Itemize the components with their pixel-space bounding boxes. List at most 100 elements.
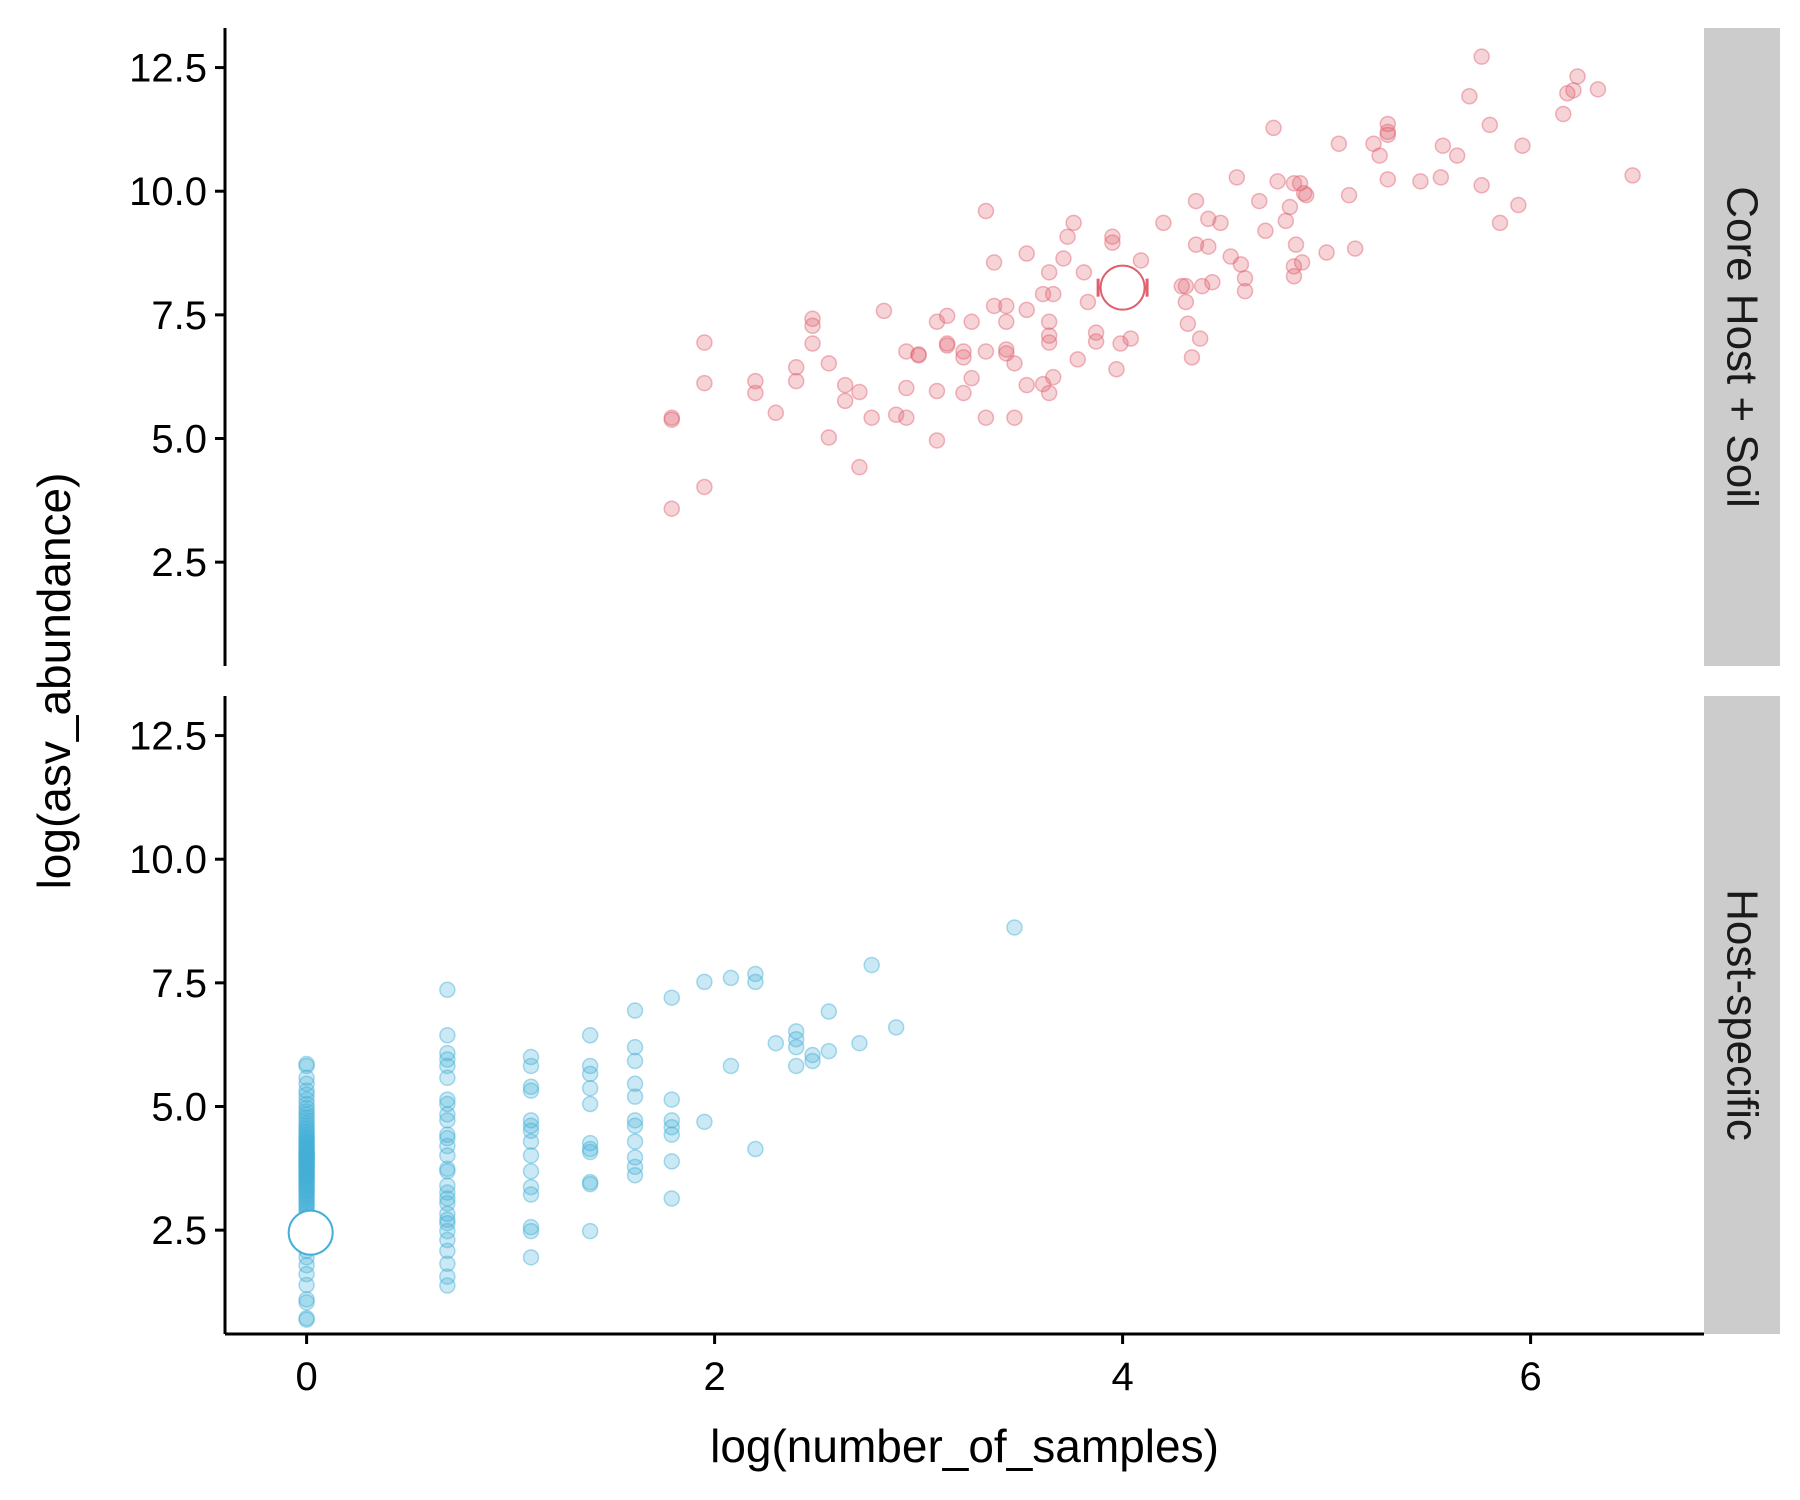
data-point — [663, 500, 681, 517]
x-tick-label: 2 — [703, 1355, 725, 1399]
data-point — [1379, 171, 1397, 188]
data-point — [298, 1276, 315, 1294]
data-point — [787, 1030, 805, 1048]
data-point — [1510, 196, 1527, 214]
data-point — [439, 1163, 456, 1180]
data-point — [1018, 245, 1035, 262]
data-point — [298, 1150, 315, 1167]
data-point — [1059, 228, 1076, 245]
data-point — [1432, 169, 1450, 186]
data-point — [298, 1177, 315, 1194]
data-point — [1006, 355, 1023, 372]
data-point — [626, 1133, 644, 1150]
data-point — [1040, 334, 1058, 351]
data-point — [887, 1019, 905, 1036]
y-tick-label: 5.0 — [151, 417, 207, 461]
data-point — [787, 1038, 805, 1056]
data-point — [298, 1184, 315, 1201]
data-point — [439, 1126, 456, 1143]
data-point — [787, 372, 805, 390]
data-point — [298, 1117, 315, 1135]
data-point — [298, 1142, 315, 1159]
data-point — [696, 478, 713, 496]
data-point — [522, 1048, 540, 1066]
data-point — [787, 1023, 805, 1040]
data-point — [298, 1069, 315, 1087]
data-point — [298, 1156, 315, 1173]
data-point — [804, 1046, 821, 1064]
data-point — [298, 1257, 315, 1274]
data-point — [298, 1143, 315, 1161]
data-point — [1177, 277, 1195, 295]
data-point — [298, 1166, 315, 1184]
data-point — [928, 432, 946, 449]
data-point — [298, 1149, 315, 1166]
y-tick-label: 2.5 — [151, 541, 207, 585]
data-point — [1193, 277, 1211, 295]
data-point — [298, 1145, 315, 1163]
data-point — [298, 1082, 315, 1099]
data-point — [1365, 135, 1382, 152]
data-point — [581, 1175, 599, 1193]
data-point — [910, 346, 927, 363]
data-point — [663, 1190, 681, 1207]
data-point — [439, 1044, 456, 1062]
data-point — [1187, 192, 1205, 210]
facets-layer: 2.5 5.0 7.5 10.0 12.5 Core Host + Soil 2.5 5.0 7… — [129, 28, 1780, 1334]
data-point — [1281, 198, 1299, 216]
data-point — [522, 1122, 540, 1139]
data-point — [298, 1173, 315, 1191]
data-point — [1461, 88, 1478, 105]
data-point — [581, 1057, 599, 1075]
data-point — [998, 297, 1015, 315]
data-point — [1565, 82, 1582, 99]
data-point — [1291, 175, 1309, 192]
data-point — [439, 1160, 456, 1178]
data-point — [298, 1144, 315, 1162]
data-point — [938, 335, 956, 352]
data-point — [1191, 330, 1209, 347]
data-point — [298, 1140, 315, 1158]
data-point — [439, 1231, 456, 1249]
data-point — [439, 1211, 456, 1229]
data-point — [439, 1027, 456, 1044]
data-point — [626, 1002, 644, 1019]
data-point — [1069, 351, 1086, 368]
data-point — [696, 374, 713, 392]
data-point — [1155, 214, 1172, 232]
data-point — [298, 1103, 315, 1120]
data-point — [298, 1151, 315, 1168]
data-point — [663, 1126, 681, 1143]
data-point — [1006, 919, 1023, 936]
data-point — [998, 341, 1015, 358]
x-tick-label: 4 — [1111, 1355, 1133, 1399]
data-point — [985, 297, 1003, 315]
data-point — [898, 379, 915, 397]
data-point — [439, 1051, 456, 1068]
data-point — [804, 310, 821, 328]
data-point — [1200, 210, 1217, 228]
points-group — [298, 919, 1023, 1328]
data-point — [1232, 256, 1250, 273]
data-point — [1481, 116, 1499, 134]
data-point — [1269, 173, 1286, 190]
data-point — [1371, 147, 1388, 164]
data-point — [1079, 293, 1097, 311]
y-tick-label: 12.5 — [129, 715, 207, 759]
data-point — [875, 302, 893, 320]
data-point — [787, 359, 805, 376]
data-point — [298, 1133, 315, 1150]
data-point — [663, 1153, 681, 1170]
data-point — [298, 1157, 315, 1174]
data-point — [820, 1042, 838, 1060]
data-point — [439, 1190, 456, 1207]
data-point — [522, 1218, 540, 1236]
data-point — [298, 1188, 315, 1205]
data-point — [298, 1124, 315, 1141]
data-point — [298, 1106, 315, 1123]
mean-marker — [1099, 264, 1146, 311]
data-point — [298, 1095, 315, 1113]
data-point — [581, 1173, 599, 1191]
data-point — [626, 1166, 644, 1184]
